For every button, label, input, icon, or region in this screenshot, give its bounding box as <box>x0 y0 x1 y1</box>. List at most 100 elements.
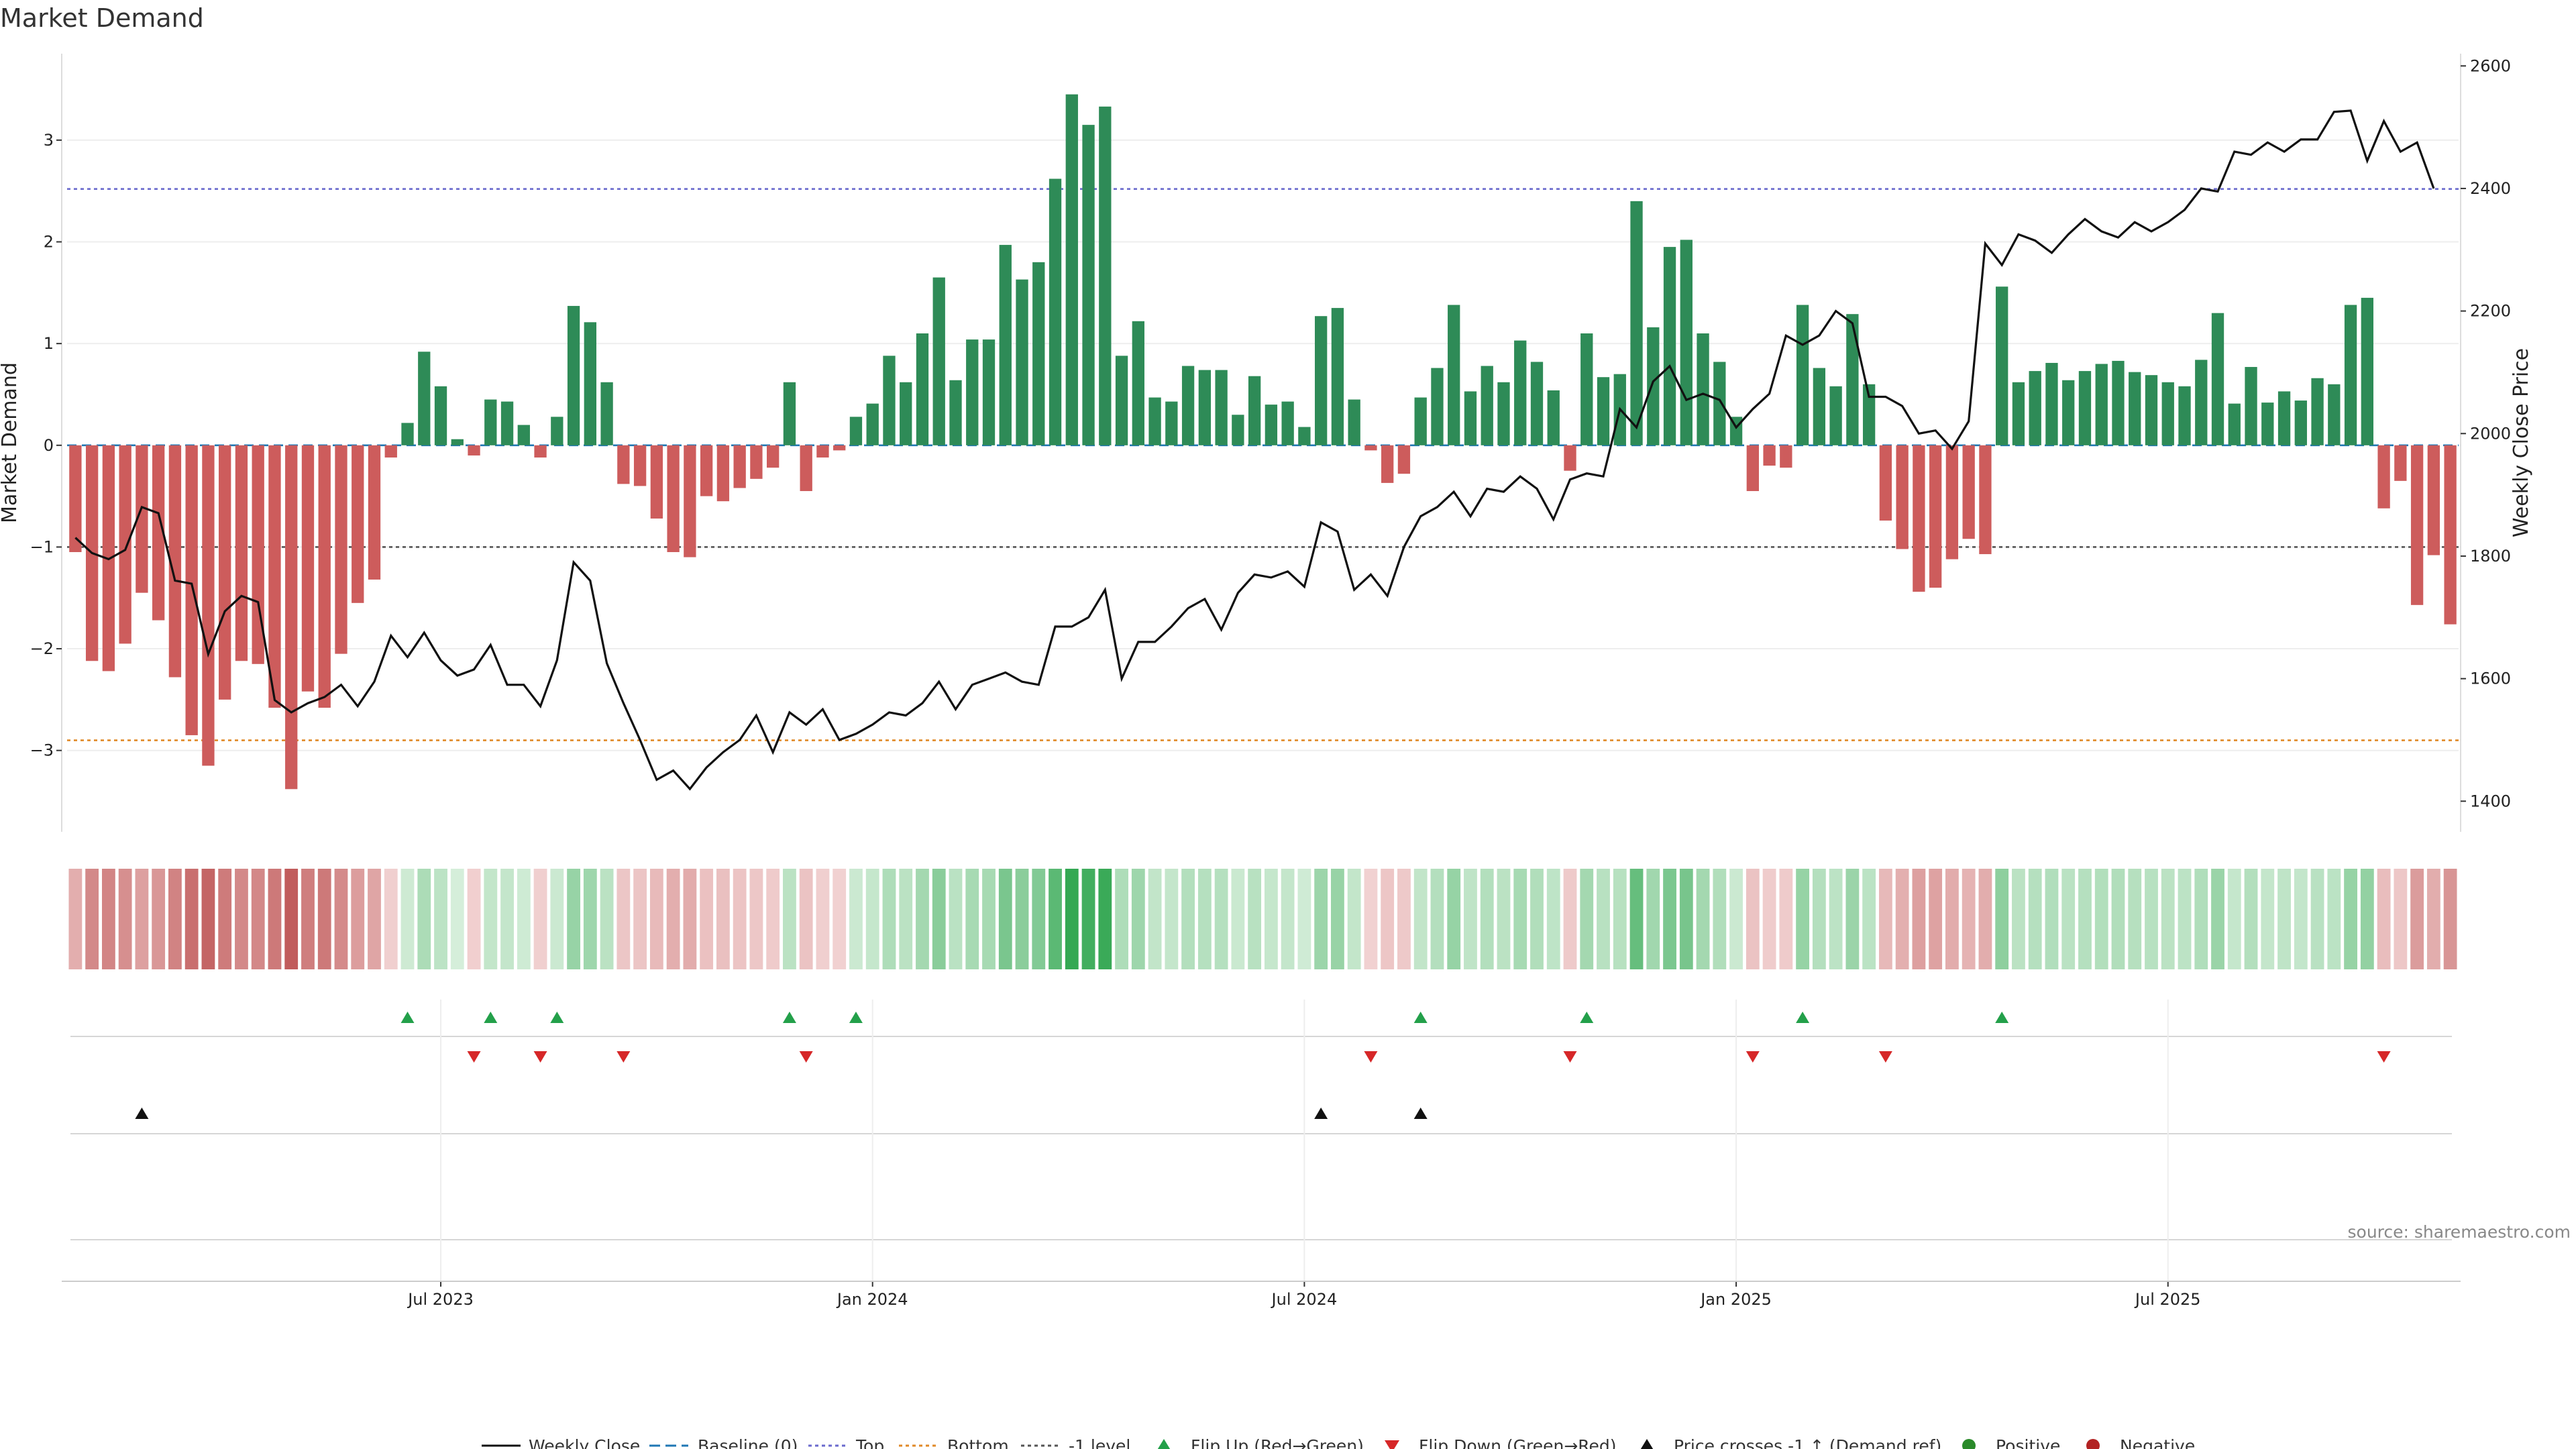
heat-cell <box>1613 869 1627 969</box>
legend-label: -1 level <box>1069 1436 1130 1449</box>
negative-bar <box>1879 445 1892 521</box>
negative-bar <box>800 445 812 492</box>
heat-cell <box>1381 869 1395 969</box>
heat-cell <box>600 869 614 969</box>
negative-bar <box>152 445 165 621</box>
heat-cell <box>417 869 431 969</box>
heat-cell <box>1197 869 1212 969</box>
positive-bar <box>1464 391 1477 445</box>
flip-up-marker <box>1796 1012 1810 1023</box>
right-tick-label: 2200 <box>2470 302 2511 321</box>
negative-bar <box>2427 445 2440 555</box>
heat-cell <box>1862 869 1876 969</box>
heat-cell <box>368 869 381 969</box>
heat-cell <box>633 869 647 969</box>
positive-bar <box>2261 402 2274 445</box>
flip-down-marker <box>616 1051 631 1063</box>
heat-cell <box>135 869 149 969</box>
x-axis: Jul 2023 Jan 2024 Jul 2024 Jan 2025 Jul 2025 <box>62 1000 2461 1309</box>
heat-cell <box>1032 869 1046 969</box>
heat-cell <box>1131 869 1145 969</box>
heat-cell <box>1081 869 1095 969</box>
heat-cell <box>1929 869 1943 969</box>
positive-bar <box>916 333 929 445</box>
heat-cell <box>1762 869 1776 969</box>
negative-bar <box>1364 445 1377 451</box>
negative-bar <box>318 445 331 708</box>
positive-bar <box>2328 384 2341 445</box>
flip-up-marker <box>1413 1012 1428 1023</box>
negative-bar <box>700 445 713 496</box>
right-tick-label: 1400 <box>2470 792 2511 810</box>
heat-cell <box>334 869 348 969</box>
positive-bar <box>1181 366 1195 445</box>
positive-bar <box>783 382 796 445</box>
positive-bar <box>1215 370 1228 445</box>
positive-bar <box>1580 333 1593 445</box>
heat-cell <box>1297 869 1311 969</box>
heat-cell <box>1015 869 1029 969</box>
heat-cell <box>2261 869 2275 969</box>
demand-bars <box>69 94 2457 790</box>
heat-cell <box>1248 869 1262 969</box>
positive-bar <box>1597 377 1610 445</box>
flip-down-marker <box>1364 1051 1378 1063</box>
heat-cell <box>2244 869 2258 969</box>
positive-bar <box>584 322 597 445</box>
heat-cell <box>1696 869 1710 969</box>
heat-cell <box>1331 869 1344 969</box>
heat-cell <box>783 869 796 969</box>
heat-cell <box>583 869 597 969</box>
negative-bar <box>534 445 547 458</box>
positive-bar <box>1829 386 1842 445</box>
heat-cell <box>1447 869 1461 969</box>
positive-bar <box>2161 382 2174 445</box>
heat-cell <box>1364 869 1378 969</box>
heat-cell <box>1430 869 1444 969</box>
negative-bar <box>1962 445 1975 539</box>
heat-cell <box>1912 869 1926 969</box>
heat-cell <box>85 869 99 969</box>
flip-down-marker <box>799 1051 813 1063</box>
heat-cell <box>2078 869 2092 969</box>
positive-bar <box>517 425 530 445</box>
heat-cell <box>450 869 464 969</box>
heat-cell <box>434 869 447 969</box>
heat-cell <box>1347 869 1361 969</box>
positive-bar <box>1796 305 1809 445</box>
heat-cell <box>998 869 1012 969</box>
positive-bar <box>1414 397 1427 445</box>
demand-heat-strip <box>68 869 2457 969</box>
negative-bar <box>1381 445 1394 483</box>
negative-bar <box>268 445 281 708</box>
legend-label: Positive <box>1996 1436 2060 1449</box>
heat-cell <box>1231 869 1245 969</box>
legend-swatch-down-triangle <box>1385 1440 1399 1449</box>
heat-cell <box>1829 869 1843 969</box>
heat-cell <box>2277 869 2291 969</box>
heat-cell <box>500 869 514 969</box>
legend-label: Weekly Close <box>529 1436 640 1449</box>
heat-cell <box>1049 869 1062 969</box>
weekly-close-line <box>74 109 2435 791</box>
heat-cell <box>284 869 299 969</box>
heat-cell <box>1895 869 1909 969</box>
negative-bar <box>816 445 829 458</box>
positive-bar <box>900 382 912 445</box>
negative-bar <box>2394 445 2407 481</box>
heat-cell <box>616 869 631 969</box>
left-tick-label: −2 <box>30 639 54 658</box>
left-axis: 3 2 1 0 −1 −2 −3 <box>30 131 62 760</box>
positive-bar <box>2045 362 2058 445</box>
flip-markers-panel <box>70 1012 2452 1063</box>
positive-bar <box>1497 382 1510 445</box>
heat-cell <box>2028 869 2042 969</box>
negative-bar <box>667 445 680 553</box>
x-tick-label: Jul 2024 <box>1271 1290 1338 1309</box>
heat-cell <box>1546 869 1560 969</box>
positive-bar <box>1331 308 1344 445</box>
negative-bar <box>1896 445 1909 549</box>
heat-cell <box>1513 869 1527 969</box>
heat-cell <box>301 869 315 969</box>
heat-cell <box>799 869 813 969</box>
